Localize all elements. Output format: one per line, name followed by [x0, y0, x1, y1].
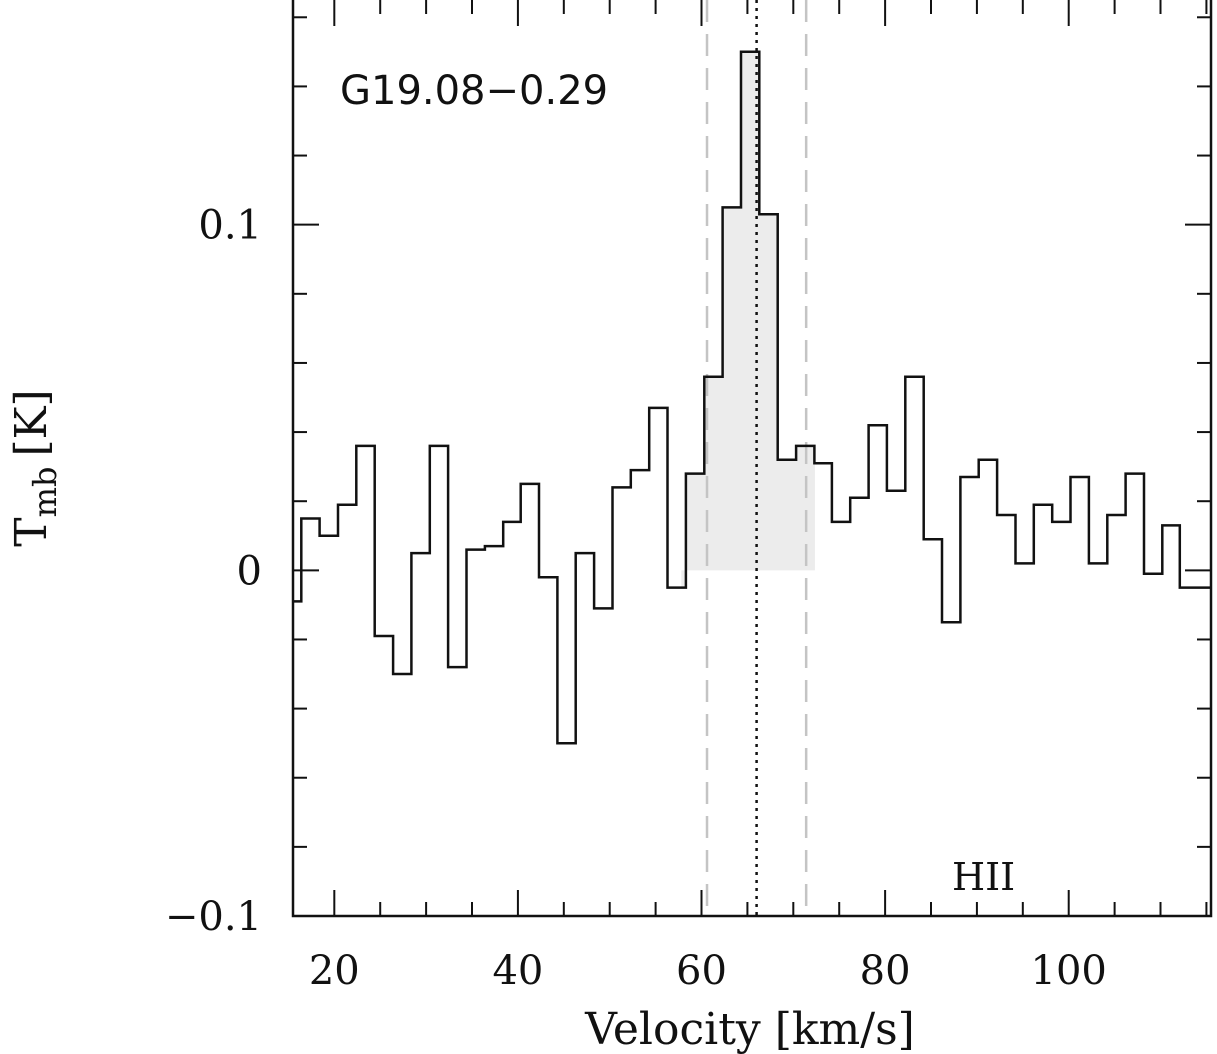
shaded-bin — [722, 207, 742, 571]
shaded-bin — [796, 445, 815, 571]
y-axis-title-main: T — [6, 517, 57, 546]
x-axis-title: Velocity [km/s] — [584, 1004, 915, 1054]
plot-frame — [291, 0, 1213, 918]
shaded-bin — [740, 51, 760, 571]
y-axis-title-unit: [K] — [6, 389, 57, 456]
x-tick-labels: 20 40 60 80 100 — [309, 948, 1107, 994]
shaded-bin — [685, 473, 705, 571]
source-label: G19.08−0.29 — [340, 68, 608, 114]
region-type-label: HII — [952, 855, 1015, 899]
y-tick-label: 0.1 — [198, 203, 262, 249]
y-tick-label: 0 — [237, 548, 262, 594]
x-tick-label: 80 — [860, 948, 911, 994]
x-tick-label: 40 — [492, 948, 543, 994]
shaded-bin — [704, 376, 724, 571]
y-axis-title-sub: mb — [26, 467, 64, 518]
x-tick-label: 20 — [309, 948, 360, 994]
integration-shaded-area — [681, 51, 815, 588]
y-tick-label: −0.1 — [165, 894, 262, 940]
axis-ticks — [293, 0, 1211, 917]
x-tick-label: 100 — [1031, 948, 1107, 994]
shaded-bin — [681, 570, 687, 588]
x-tick-label: 60 — [676, 948, 727, 994]
velocity-markers — [705, 0, 808, 916]
y-axis-title: Tmb [K] — [6, 389, 64, 546]
shaded-bin — [777, 459, 797, 571]
y-tick-labels: −0.1 0 0.1 — [165, 203, 262, 940]
shaded-bin — [759, 214, 779, 571]
spectrum-step-line — [293, 50, 1211, 745]
spectrum-series — [293, 50, 1211, 745]
